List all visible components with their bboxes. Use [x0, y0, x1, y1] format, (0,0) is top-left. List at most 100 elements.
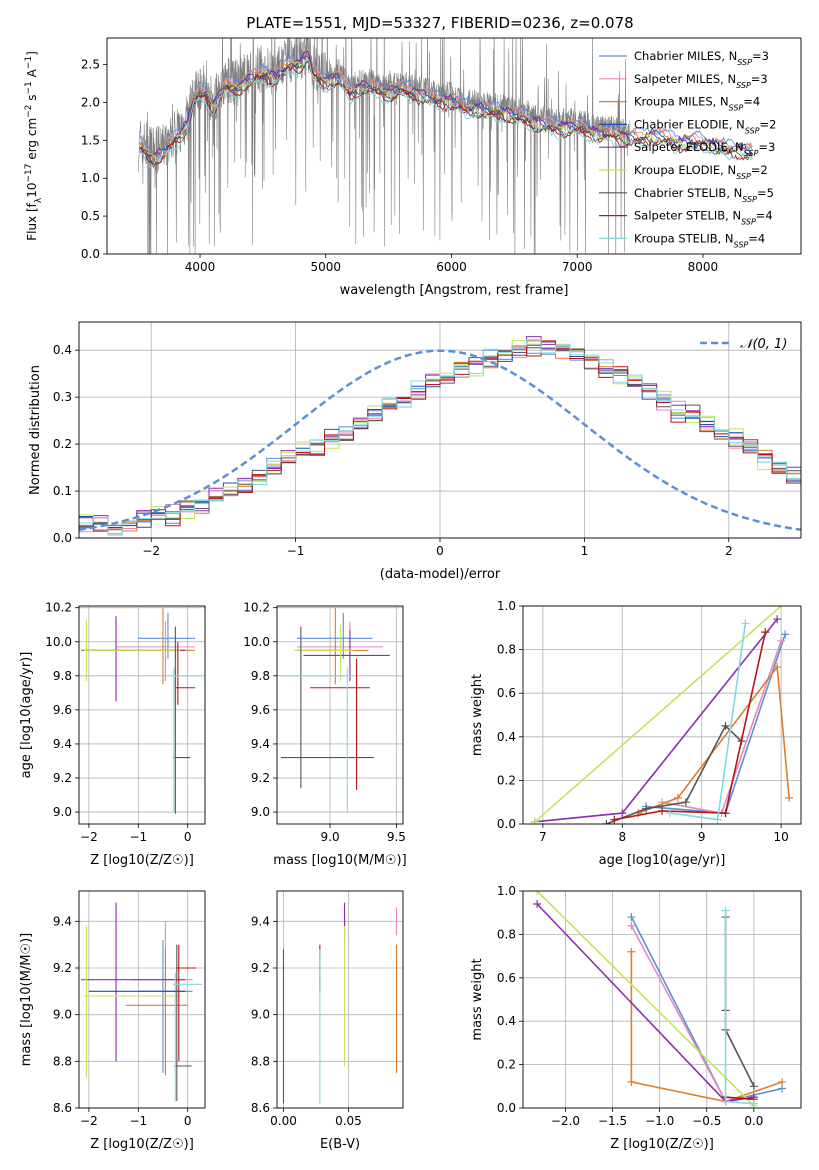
y-tick-label: 8.8 [251, 1054, 270, 1068]
data-spectrum [138, 38, 631, 254]
x-axis-label: wavelength [Angstrom, rest frame] [340, 283, 569, 298]
y-tick-label: 0.0 [497, 817, 516, 831]
y-tick-label: 9.8 [53, 669, 72, 683]
weight-line [669, 623, 747, 821]
x-tick-label: 0 [184, 830, 192, 844]
y-axis-label: mass weight [470, 958, 485, 1040]
axes-frame [78, 321, 802, 539]
plus-marker [533, 891, 542, 895]
plus-marker [665, 809, 674, 818]
plus-marker [618, 809, 627, 818]
histogram-series-2 [79, 339, 801, 532]
x-tick-label: −1.5 [598, 1114, 627, 1128]
weight-line [630, 951, 783, 1103]
x-tick-label: 4000 [185, 260, 216, 274]
y-tick-label: 0.0 [497, 1101, 516, 1115]
axes-frame [522, 605, 802, 825]
plot-area [282, 902, 398, 1104]
y-tick-label: 0.0 [81, 247, 100, 261]
x-tick-label: −0.5 [692, 1114, 721, 1128]
legend-entry: Kroupa MILES, NSSP=4 [634, 95, 760, 113]
plots-layer: 4000 5000 6000 7000 80000.00.51.01.52.02.5wa… [19, 37, 802, 1152]
weight-line [724, 917, 755, 1087]
x-axis-label: age [log10(age/yr)] [599, 853, 726, 868]
y-axis-label: age [log10(age/yr)] [19, 652, 34, 779]
x-tick-label: 7 [539, 830, 547, 844]
plot-area [530, 606, 794, 824]
x-tick-label: 2 [725, 544, 733, 558]
y-tick-label: 9.0 [53, 1008, 72, 1022]
y-tick-label: 8.6 [251, 1101, 270, 1115]
x-tick-label: −2 [142, 544, 160, 558]
axes-frame [276, 605, 404, 825]
y-tick-label: 0.1 [53, 484, 72, 498]
x-tick-label: 7000 [562, 260, 593, 274]
plus-marker [681, 798, 690, 807]
x-tick-label: −1 [129, 830, 147, 844]
plus-marker [777, 636, 786, 645]
axes-frame [276, 890, 404, 1109]
legend-entry: Kroupa STELIB, NSSP=4 [634, 231, 765, 249]
weight-line [637, 664, 790, 814]
weight-line [536, 891, 755, 1107]
y-tick-label: 9.4 [251, 914, 270, 928]
model-line-8 [139, 58, 753, 168]
y-tick-label: 0.8 [497, 643, 516, 657]
y-tick-label: 9.6 [53, 703, 72, 717]
axes-mass-vs-EBV: 0.00 0.05 8.6 8.8 9.0 9.2 9.4 E(B-V) [251, 890, 404, 1152]
plus-marker [673, 793, 682, 802]
plus-marker [741, 619, 750, 628]
y-tick-label: 10.2 [243, 601, 270, 615]
plus-marker [627, 913, 636, 922]
histogram-series-6 [79, 341, 801, 527]
axes-residuals: −2 −1 0 1 2 0.0 0.1 0.2 0.3 0.4 (data-model)/error… [28, 321, 802, 582]
x-tick-label: −2.0 [551, 1114, 580, 1128]
legend-entry: 𝒩(0, 1) [740, 337, 787, 352]
y-tick-label: 2.0 [81, 95, 100, 109]
weight-line [724, 910, 754, 1105]
x-tick-label: −1 [129, 1114, 147, 1128]
x-tick-label: −1 [287, 544, 305, 558]
plus-marker [721, 809, 730, 818]
plus-marker [777, 606, 786, 610]
axes-age-vs-Z: −2 −1 0 9.0 9.2 9.4 9.6 9.8 10.0 10.2 Z [log10(Z/Z… [19, 601, 206, 868]
y-axis-label: mass [log10(M/M☉)] [19, 933, 34, 1066]
x-tick-label: 8000 [688, 260, 719, 274]
weight-line [534, 606, 782, 823]
plus-marker [773, 615, 782, 624]
y-tick-label: 0.2 [53, 437, 72, 451]
plus-marker [749, 1082, 758, 1091]
axes-frame [522, 890, 802, 1109]
legend-entry: Kroupa ELODIE, NSSP=2 [634, 163, 768, 181]
plus-marker [627, 921, 636, 930]
y-tick-label: 0.6 [497, 686, 516, 700]
gaussian-curve [79, 349, 801, 532]
y-tick-label: 0.4 [497, 1014, 516, 1028]
x-axis-label: (data-model)/error [380, 567, 501, 582]
plus-marker [721, 1097, 730, 1106]
axes-frame [106, 37, 802, 255]
plus-marker [530, 817, 539, 824]
x-tick-label: −2 [80, 1114, 98, 1128]
legend-entry: Salpeter ELODIE, NSSP=3 [634, 140, 775, 158]
plus-marker [781, 630, 790, 639]
x-axis-label: mass [log10(M/M☉)] [273, 853, 406, 868]
plus-marker [627, 947, 636, 956]
plot-area [81, 902, 203, 1101]
y-tick-label: 0.2 [497, 1058, 516, 1072]
axes-mass-vs-Z: −2 −1 0 8.6 8.8 9.0 9.2 9.4 Z [log10(Z/Z☉)] mass … [19, 890, 206, 1152]
plus-marker [749, 1099, 758, 1108]
x-tick-label: 1 [581, 544, 589, 558]
histogram-series-1 [79, 340, 801, 535]
x-tick-label: 0 [436, 544, 444, 558]
x-tick-label: 0.0 [744, 1114, 763, 1128]
y-tick-label: 2.5 [81, 58, 100, 72]
plot-area [79, 336, 801, 536]
y-tick-label: 1.5 [81, 133, 100, 147]
plot-area [138, 38, 753, 254]
x-tick-label: 6000 [436, 260, 467, 274]
y-axis-label: mass weight [470, 674, 485, 756]
plus-marker [773, 663, 782, 672]
axes-frame [78, 890, 206, 1109]
y-tick-label: 8.8 [53, 1054, 72, 1068]
